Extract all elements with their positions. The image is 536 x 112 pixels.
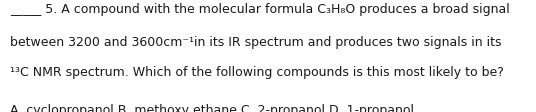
Text: A. cyclopropanol B. methoxy ethane C. 2-propanol D. 1-propanol: A. cyclopropanol B. methoxy ethane C. 2-… bbox=[10, 103, 414, 112]
Text: ¹³C NMR spectrum. Which of the following compounds is this most likely to be?: ¹³C NMR spectrum. Which of the following… bbox=[10, 65, 503, 78]
Text: between 3200 and 3600cm⁻¹in its IR spectrum and produces two signals in its: between 3200 and 3600cm⁻¹in its IR spect… bbox=[10, 36, 501, 49]
Text: _____ 5. A compound with the molecular formula C₃H₈O produces a broad signal: _____ 5. A compound with the molecular f… bbox=[10, 3, 509, 16]
